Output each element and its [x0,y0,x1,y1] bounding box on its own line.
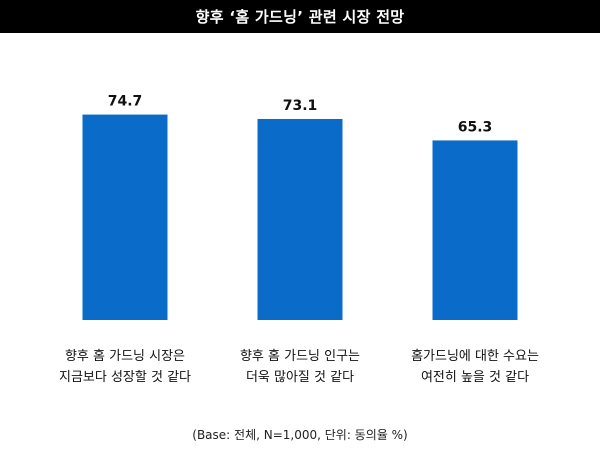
value-label-2: 73.1 [283,98,318,114]
bar-1 [82,114,168,320]
category-label-1-line-2: 지금보다 성장할 것 같다 [59,370,191,385]
chart-footnote: (Base: 전체, N=1,000, 단위: 동의율 %) [192,428,408,442]
chart-title-bar: 향후 ‘홈 가드닝’ 관련 시장 전망 [0,0,600,33]
chart-title: 향후 ‘홈 가드닝’ 관련 시장 전망 [195,8,405,26]
category-label-1-line-1: 향후 홈 가드닝 시장은 [65,349,185,364]
category-label-2-line-1: 향후 홈 가드닝 인구는 [240,349,360,364]
value-label-3: 65.3 [458,119,493,135]
category-label-3-line-2: 여전히 높을 것 같다 [421,370,529,385]
bar-3 [432,140,518,320]
category-label-3-line-1: 홈가드닝에 대한 수요는 [411,349,539,364]
category-label-2-line-2: 더욱 많아질 것 같다 [246,370,354,385]
value-label-1: 74.7 [108,94,143,110]
bar-2 [257,118,343,320]
